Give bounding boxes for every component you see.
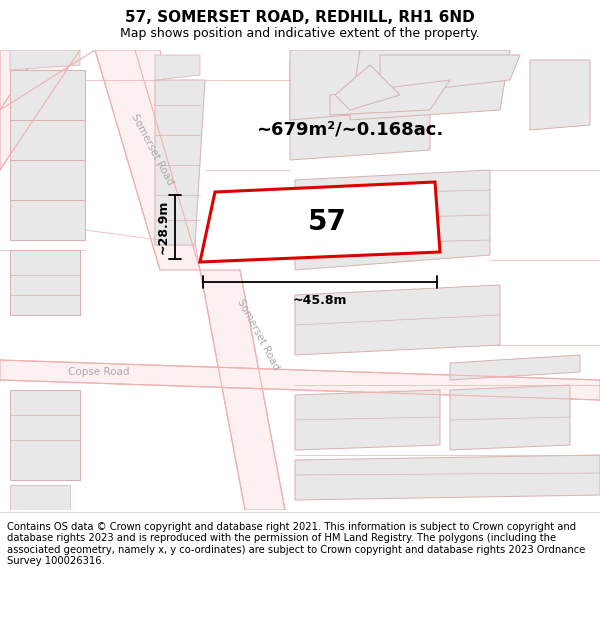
Polygon shape	[530, 60, 590, 130]
Text: Contains OS data © Crown copyright and database right 2021. This information is : Contains OS data © Crown copyright and d…	[7, 521, 586, 566]
Text: Somerset Road: Somerset Road	[235, 298, 281, 372]
Polygon shape	[200, 182, 440, 262]
Polygon shape	[335, 65, 400, 110]
Polygon shape	[0, 50, 40, 110]
Text: Somerset Road: Somerset Road	[129, 112, 175, 188]
Text: 57, SOMERSET ROAD, REDHILL, RH1 6ND: 57, SOMERSET ROAD, REDHILL, RH1 6ND	[125, 10, 475, 25]
Polygon shape	[10, 50, 80, 70]
Polygon shape	[295, 390, 440, 450]
Polygon shape	[350, 50, 510, 120]
Text: Map shows position and indicative extent of the property.: Map shows position and indicative extent…	[120, 27, 480, 40]
Polygon shape	[10, 390, 80, 480]
Polygon shape	[290, 50, 360, 120]
Polygon shape	[295, 170, 490, 270]
Polygon shape	[95, 50, 200, 270]
Text: ~28.9m: ~28.9m	[157, 200, 170, 254]
Polygon shape	[380, 55, 520, 95]
Polygon shape	[10, 485, 70, 510]
Polygon shape	[10, 250, 80, 315]
Polygon shape	[330, 80, 450, 115]
Polygon shape	[295, 455, 600, 500]
Polygon shape	[200, 270, 285, 510]
Text: 57: 57	[308, 208, 347, 236]
Polygon shape	[450, 355, 580, 380]
Polygon shape	[155, 80, 205, 245]
Text: Copse Road: Copse Road	[68, 367, 130, 377]
Polygon shape	[295, 285, 500, 355]
Polygon shape	[0, 50, 80, 170]
Polygon shape	[450, 385, 570, 450]
Polygon shape	[10, 70, 85, 240]
Polygon shape	[155, 55, 200, 80]
Polygon shape	[0, 360, 600, 400]
Polygon shape	[290, 60, 430, 160]
Text: ~679m²/~0.168ac.: ~679m²/~0.168ac.	[256, 121, 443, 139]
Text: ~45.8m: ~45.8m	[293, 294, 347, 307]
